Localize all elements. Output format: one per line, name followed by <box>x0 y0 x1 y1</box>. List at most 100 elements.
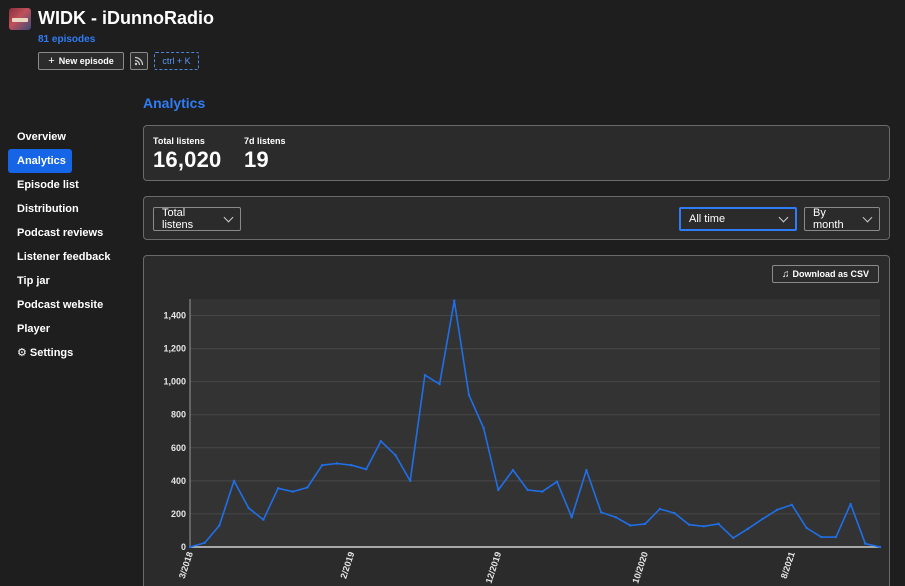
sidebar-item-settings[interactable]: ⚙ Settings <box>8 341 128 365</box>
data-point <box>820 535 823 539</box>
data-point <box>805 526 808 530</box>
data-point <box>585 468 588 472</box>
total-listens-stat: Total listens 16,020 <box>153 136 222 173</box>
data-point <box>731 536 735 540</box>
podcast-logo <box>9 8 31 30</box>
episode-count-link[interactable]: 81 episodes <box>38 34 96 45</box>
data-point <box>702 525 706 528</box>
seven-day-listens-label: 7d listens <box>244 136 286 146</box>
data-point <box>614 516 617 519</box>
podcast-title: WIDK - iDunnoRadio <box>38 8 214 28</box>
data-point <box>541 490 544 493</box>
listens-line-chart: 0 200 400 600 800 1,000 1,200 1,400 3/2018 2/2019… <box>163 299 882 585</box>
data-point <box>218 524 221 527</box>
data-point <box>320 463 324 467</box>
x-tick-label: 2/2019 <box>338 551 356 580</box>
data-point <box>658 507 661 511</box>
data-point <box>306 486 309 489</box>
sidebar-nav: Overview Analytics Episode list Distribu… <box>8 125 128 365</box>
sidebar-item-episode-list[interactable]: Episode list <box>17 179 79 191</box>
y-tick-label: 1,200 <box>163 344 186 354</box>
data-point <box>864 542 867 545</box>
sidebar-item-analytics[interactable]: Analytics <box>8 149 72 173</box>
sidebar-item-listener-feedback[interactable]: Listener feedback <box>17 251 111 263</box>
gear-icon: ⚙ <box>17 347 27 359</box>
total-listens-label: Total listens <box>153 136 205 146</box>
sidebar-item-tip-jar[interactable]: Tip jar <box>17 275 50 287</box>
data-point <box>335 462 339 465</box>
sidebar-item-podcast-reviews[interactable]: Podcast reviews <box>17 227 104 239</box>
plot-area <box>190 299 880 547</box>
data-point <box>394 454 397 457</box>
x-tick-label: 3/2018 <box>177 551 195 580</box>
data-point <box>262 518 265 521</box>
data-point <box>526 488 529 492</box>
data-point <box>247 506 250 510</box>
rss-icon <box>134 56 144 66</box>
data-point <box>687 523 691 526</box>
sidebar-item-settings-label: Settings <box>29 347 74 359</box>
search-shortcut-button[interactable]: ctrl + K <box>154 52 199 70</box>
metric-select-value: Total listens <box>162 207 194 231</box>
x-tick-label: 8/2021 <box>779 551 797 580</box>
chart-panel: ♫ Download as CSV 0 200 400 600 800 1,000 1,20… <box>143 255 890 586</box>
metric-select[interactable]: Total listens <box>153 207 241 231</box>
data-point <box>203 541 206 545</box>
data-point <box>849 502 852 506</box>
data-point <box>438 382 441 386</box>
data-point <box>291 490 294 493</box>
data-point <box>423 373 427 377</box>
y-tick-label: 0 <box>181 542 186 552</box>
data-point <box>511 468 515 472</box>
series-line <box>189 299 881 548</box>
total-listens-value: 16,020 <box>153 147 222 172</box>
data-point <box>350 463 353 467</box>
sidebar-item-player[interactable]: Player <box>17 323 51 335</box>
seven-day-listens-value: 19 <box>244 147 269 172</box>
data-point <box>467 393 471 397</box>
download-csv-label: Download as CSV <box>792 269 869 279</box>
chevron-down-icon <box>862 212 873 223</box>
y-tick-label: 1,000 <box>163 377 186 387</box>
new-episode-button[interactable]: + New episode <box>38 52 124 70</box>
y-tick-label: 800 <box>171 410 186 420</box>
data-point <box>497 488 500 492</box>
data-point <box>761 517 764 521</box>
filter-bar: Total listens All time By month <box>143 196 890 240</box>
sidebar-item-podcast-website[interactable]: Podcast website <box>17 299 104 311</box>
y-tick-label: 600 <box>171 443 186 453</box>
data-point <box>379 439 383 443</box>
data-point <box>276 487 280 490</box>
data-point <box>453 299 456 302</box>
x-tick-label: 12/2019 <box>484 551 504 585</box>
plus-icon: + <box>48 55 55 67</box>
data-point <box>570 516 573 519</box>
new-episode-label: New episode <box>58 56 114 66</box>
data-point <box>790 503 794 507</box>
data-point <box>482 426 485 430</box>
data-point <box>746 527 750 531</box>
y-tick-label: 1,400 <box>163 311 186 321</box>
download-csv-button[interactable]: ♫ Download as CSV <box>772 265 879 283</box>
data-point <box>555 480 559 483</box>
y-tick-label: 400 <box>171 476 186 486</box>
data-point <box>232 479 236 483</box>
music-note-icon: ♫ <box>781 268 790 280</box>
data-point <box>364 468 368 471</box>
date-range-select-value: All time <box>689 213 726 225</box>
seven-day-listens-stat: 7d listens 19 <box>244 136 286 173</box>
data-point <box>188 545 192 549</box>
date-range-select[interactable]: All time <box>679 207 797 231</box>
data-point <box>776 508 779 511</box>
sidebar-item-distribution[interactable]: Distribution <box>17 203 79 215</box>
stats-panel: Total listens 16,020 7d listens 19 <box>143 125 890 181</box>
data-point <box>673 511 676 515</box>
sidebar-item-overview[interactable]: Overview <box>17 131 66 143</box>
data-point <box>834 535 838 539</box>
data-point <box>629 524 632 527</box>
granularity-select-value: By month <box>813 207 844 231</box>
rss-button[interactable] <box>130 52 148 70</box>
x-tick-label: 10/2020 <box>630 551 650 585</box>
granularity-select[interactable]: By month <box>804 207 880 231</box>
data-point <box>878 545 882 549</box>
